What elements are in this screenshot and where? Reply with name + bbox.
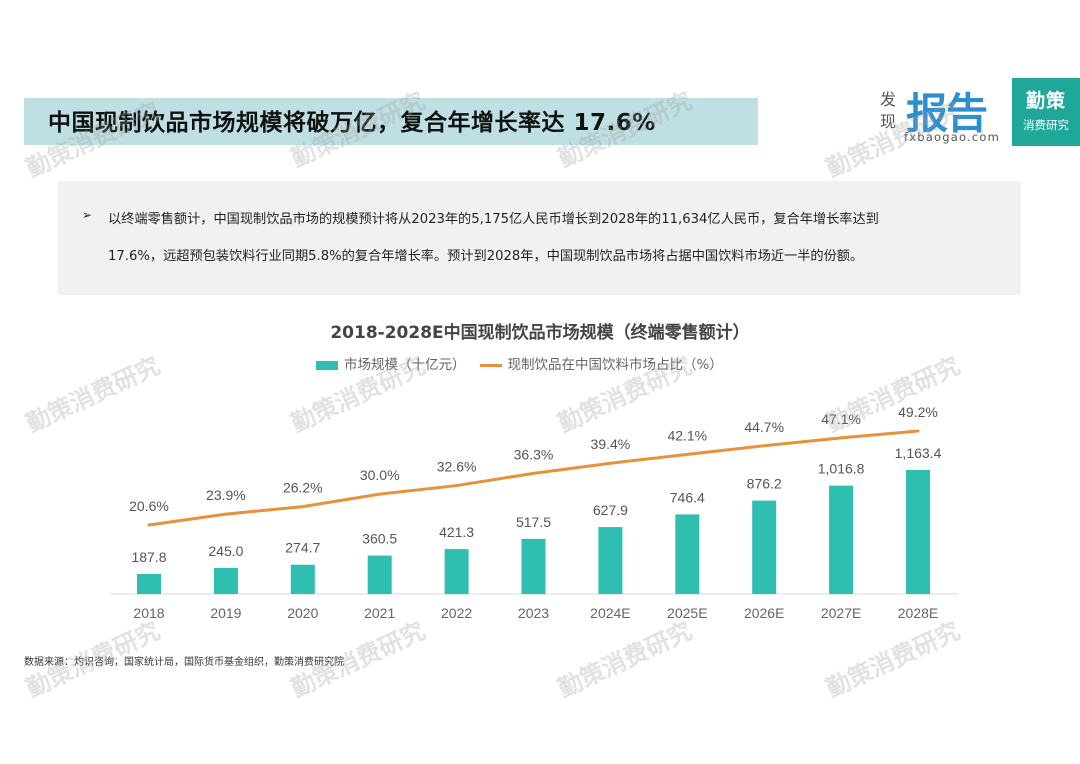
x-tick-label: 2025E [667,605,707,621]
bar-data-label: 627.9 [593,502,628,518]
line-data-label: 36.3% [514,446,554,462]
bar [367,555,392,594]
fxbaogao-logo[interactable]: 发 现 报告 fxbaogao.com [876,80,1006,146]
bullet-arrow-icon: ➢ [82,208,93,222]
bar [829,485,854,594]
bar [290,564,315,594]
line-data-label: 39.4% [591,436,631,452]
logo-baogao: 报告 [906,89,988,138]
bar-data-label: 876.2 [747,476,782,492]
line-data-label: 44.7% [744,419,784,435]
line-data-label: 32.6% [437,459,477,475]
qince-logo-sub: 消费研究 [1023,118,1069,132]
x-tick-label: 2019 [210,605,241,621]
x-tick-label: 2027E [821,605,861,621]
bar-data-label: 187.8 [131,549,166,565]
line-data-label: 49.2% [898,404,938,420]
bar [598,527,623,594]
line-data-label: 20.6% [129,498,169,514]
x-tick-label: 2023 [518,605,549,621]
data-source: 数据来源：灼识咨询，国家统计局，国际货币基金组织，勤策消费研究院 [24,657,344,668]
legend-bar-swatch [316,360,338,370]
line-data-label: 30.0% [360,467,400,483]
bar-data-label: 517.5 [516,514,551,530]
line-data-label: 26.2% [283,480,323,496]
logo-fa: 发 [880,90,897,109]
summary-box [58,181,1021,295]
bar [906,470,930,594]
summary-text-line2: 17.6%，远超预包装饮料行业同期5.8%的复合年增长率。预计到2028年，中国… [108,249,864,264]
x-tick-label: 2018 [133,605,164,621]
logo-xian: 现 [880,112,897,131]
bar-data-label: 245.0 [208,543,243,559]
x-tick-label: 2020 [287,605,318,621]
qince-logo[interactable]: 勤策 消费研究 [1012,78,1080,146]
x-tick-label: 2028E [898,605,938,621]
legend-bar-label: 市场规模（十亿元） [344,357,466,373]
chart-title: 2018-2028E中国现制饮品市场规模（终端零售额计） [330,323,750,343]
bar-data-label: 360.5 [362,531,397,547]
legend-line-swatch [479,363,502,367]
title-bar [24,98,758,145]
line-data-label: 42.1% [667,427,707,443]
legend-line-label: 现制饮品在中国饮料市场占比（%） [507,357,723,373]
page-title: 中国现制饮品市场规模将破万亿，复合年增长率达 17.6% [48,110,656,136]
share-line [147,429,920,527]
summary-text-line1: 以终端零售额计，中国现制饮品市场的规模预计将从2023年的5,175亿人民币增长… [108,212,879,227]
bar-data-label: 1,016.8 [818,461,865,477]
qince-logo-main: 勤策 [1025,90,1066,112]
line-data-label: 47.1% [821,411,861,427]
bar-data-label: 746.4 [670,489,705,505]
line-data-label: 23.9% [206,487,246,503]
bar [675,514,700,594]
x-tick-label: 2026E [744,605,784,621]
bar [521,538,546,594]
bar [213,567,238,594]
x-tick-label: 2022 [441,605,472,621]
x-tick-label: 2021 [364,605,395,621]
bar-data-label: 421.3 [439,524,474,540]
logo-url: fxbaogao.com [904,130,1001,144]
bar [444,549,469,594]
bar [137,573,161,594]
x-tick-label: 2024E [590,605,630,621]
bar-data-label: 274.7 [285,540,320,556]
chart-legend: 市场规模（十亿元） 现制饮品在中国饮料市场占比（%） [316,353,723,373]
bar-data-label: 1,163.4 [895,445,942,461]
bar [752,500,777,594]
